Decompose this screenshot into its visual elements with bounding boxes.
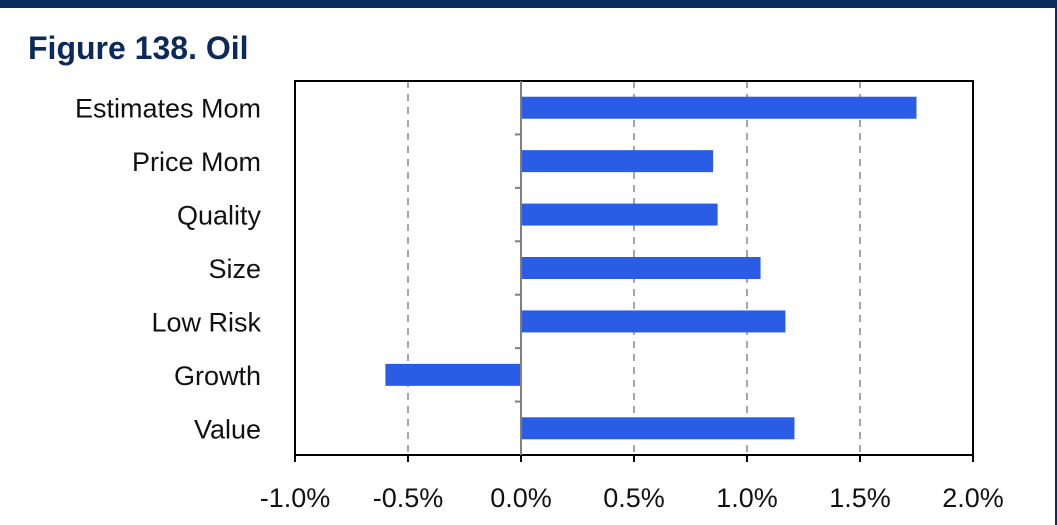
x-tick-label: 1.0% [716, 483, 778, 513]
category-label: Growth [174, 361, 261, 391]
bar-quality [521, 203, 718, 226]
x-tick-label: 0.5% [603, 483, 665, 513]
bar-low-risk [521, 310, 786, 333]
x-tick-label: -1.0% [260, 483, 331, 513]
category-label: Estimates Mom [75, 94, 261, 124]
x-tick-label: 0.0% [490, 483, 552, 513]
axes [294, 80, 974, 462]
category-label: Price Mom [132, 147, 261, 177]
category-label: Size [208, 254, 261, 284]
x-tick-label: 2.0% [942, 483, 1004, 513]
bar-value [521, 417, 795, 440]
category-label: Value [194, 414, 261, 444]
bar-growth [385, 363, 521, 386]
bars [385, 96, 917, 440]
bar-size [521, 257, 761, 279]
category-label: Low Risk [151, 307, 261, 337]
labels: Estimates Mom Price Mom Quality Size Low Ris… [75, 94, 1004, 513]
figure-title: Figure 138. Oil [28, 30, 249, 66]
bar-estimates-mom [521, 96, 917, 119]
category-label: Quality [177, 201, 262, 231]
bar-price-mom [521, 150, 714, 173]
x-tick-label: 1.5% [829, 483, 891, 513]
x-tick-label: -0.5% [373, 483, 444, 513]
